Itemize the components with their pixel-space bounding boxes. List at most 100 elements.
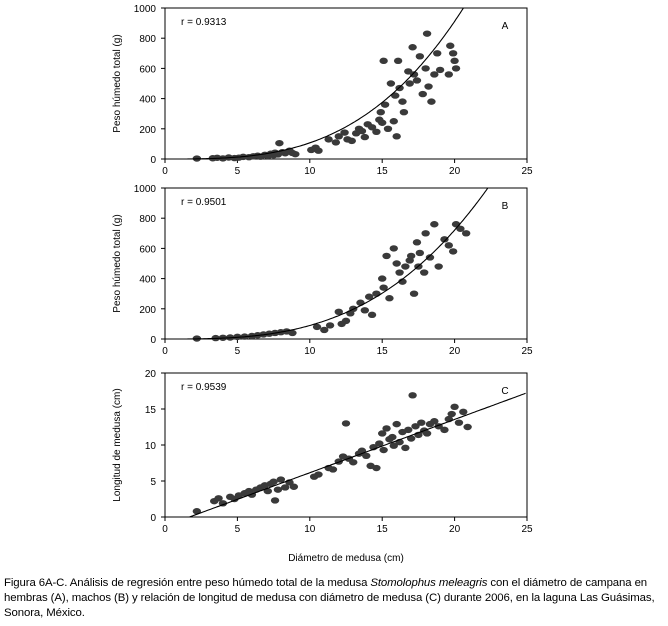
y-tick-label: 0 <box>150 513 156 524</box>
data-point <box>372 290 381 297</box>
panel-letter: C <box>501 386 508 397</box>
x-tick-label: 25 <box>521 346 533 357</box>
chart-panel-a: 0 200 400 600 800 1000 0 5 10 15 20 25 Peso húmedo t… <box>112 4 533 177</box>
data-point <box>331 139 341 146</box>
data-point <box>418 90 427 98</box>
r-value-annotation: r = 0.9501 <box>181 197 227 208</box>
data-point <box>398 98 407 105</box>
chart-panel-c: 0 5 10 15 20 0 5 10 15 20 25 Longitud de medusa (cm… <box>112 369 533 564</box>
y-tick-label: 15 <box>145 405 157 416</box>
data-point <box>395 269 404 276</box>
data-point <box>334 308 343 316</box>
data-point <box>435 66 445 74</box>
data-point <box>275 139 284 147</box>
data-point <box>446 42 455 49</box>
data-point <box>415 53 425 60</box>
data-point <box>385 295 394 302</box>
data-point <box>362 452 371 459</box>
data-point <box>270 497 280 504</box>
data-point <box>372 128 381 136</box>
x-tick-label: 25 <box>521 166 533 177</box>
data-point <box>314 147 323 154</box>
data-point <box>378 119 387 126</box>
y-axis-label: Peso húmedo total (g) <box>112 214 123 312</box>
data-point <box>367 124 377 131</box>
data-point <box>405 80 414 87</box>
data-point <box>389 442 398 449</box>
data-point <box>372 464 381 472</box>
y-axis-label: Longitud de medusa (cm) <box>112 388 123 501</box>
data-point <box>360 133 370 141</box>
data-point <box>341 317 351 325</box>
data-point <box>412 239 422 246</box>
data-point <box>433 50 442 57</box>
data-point <box>456 225 465 232</box>
y-tick-label: 20 <box>145 369 157 380</box>
data-point <box>409 290 419 297</box>
data-point <box>450 403 459 411</box>
data-point <box>422 430 432 437</box>
x-tick-label: 5 <box>235 166 241 177</box>
data-point <box>421 65 430 72</box>
data-point <box>269 478 278 485</box>
data-point <box>192 508 202 515</box>
data-point <box>463 423 472 431</box>
data-point <box>392 260 401 267</box>
data-point <box>444 242 454 249</box>
caption-text-1: Figura 6A-C. Análisis de regresión entre… <box>4 577 371 589</box>
plot-frame <box>164 187 528 340</box>
x-tick-label: 10 <box>304 346 316 357</box>
data-point <box>364 293 374 300</box>
regression-line <box>189 392 526 518</box>
data-point <box>383 125 393 132</box>
data-point <box>408 44 417 51</box>
data-point <box>459 408 468 416</box>
x-axis-label: Diámetro de medusa (cm) <box>288 553 404 564</box>
data-point <box>388 433 397 441</box>
y-tick-label: 200 <box>139 305 156 316</box>
x-tick-label: 0 <box>162 346 168 357</box>
data-point <box>379 446 388 454</box>
x-tick-label: 25 <box>521 524 533 535</box>
data-point <box>214 495 223 502</box>
data-point <box>349 459 358 466</box>
data-point <box>379 284 388 291</box>
data-point <box>391 92 400 99</box>
data-point <box>378 275 387 282</box>
data-point <box>399 108 409 116</box>
data-point <box>447 410 456 418</box>
y-tick-label: 200 <box>139 125 156 136</box>
data-point <box>411 423 420 430</box>
y-tick-label: 0 <box>150 155 156 166</box>
y-tick-label: 5 <box>150 477 156 488</box>
y-tick-label: 1000 <box>134 4 157 15</box>
x-tick-label: 5 <box>235 346 241 357</box>
data-point <box>392 133 401 140</box>
data-point <box>375 440 384 447</box>
data-point <box>389 118 398 125</box>
data-point <box>379 57 388 65</box>
data-point <box>320 326 329 334</box>
data-point <box>324 136 333 143</box>
data-point <box>276 476 286 483</box>
data-point <box>389 245 398 252</box>
data-point <box>409 71 419 78</box>
data-point <box>376 108 385 116</box>
data-point <box>378 430 387 437</box>
x-tick-label: 20 <box>449 346 461 357</box>
chart-panel-b: 0 200 400 600 800 1000 0 5 10 15 20 25 Peso húmedo t… <box>112 184 533 357</box>
x-tick-label: 5 <box>235 524 241 535</box>
data-point <box>347 137 356 145</box>
r-value-annotation: r = 0.9539 <box>181 382 227 393</box>
data-point <box>408 392 417 399</box>
x-tick-label: 20 <box>449 166 461 177</box>
data-point <box>406 435 416 442</box>
data-point <box>280 484 290 491</box>
data-point <box>430 418 439 425</box>
data-point <box>448 248 458 255</box>
data-point <box>448 50 458 57</box>
data-point <box>404 426 413 434</box>
data-point <box>357 127 367 135</box>
y-tick-label: 600 <box>139 64 156 75</box>
